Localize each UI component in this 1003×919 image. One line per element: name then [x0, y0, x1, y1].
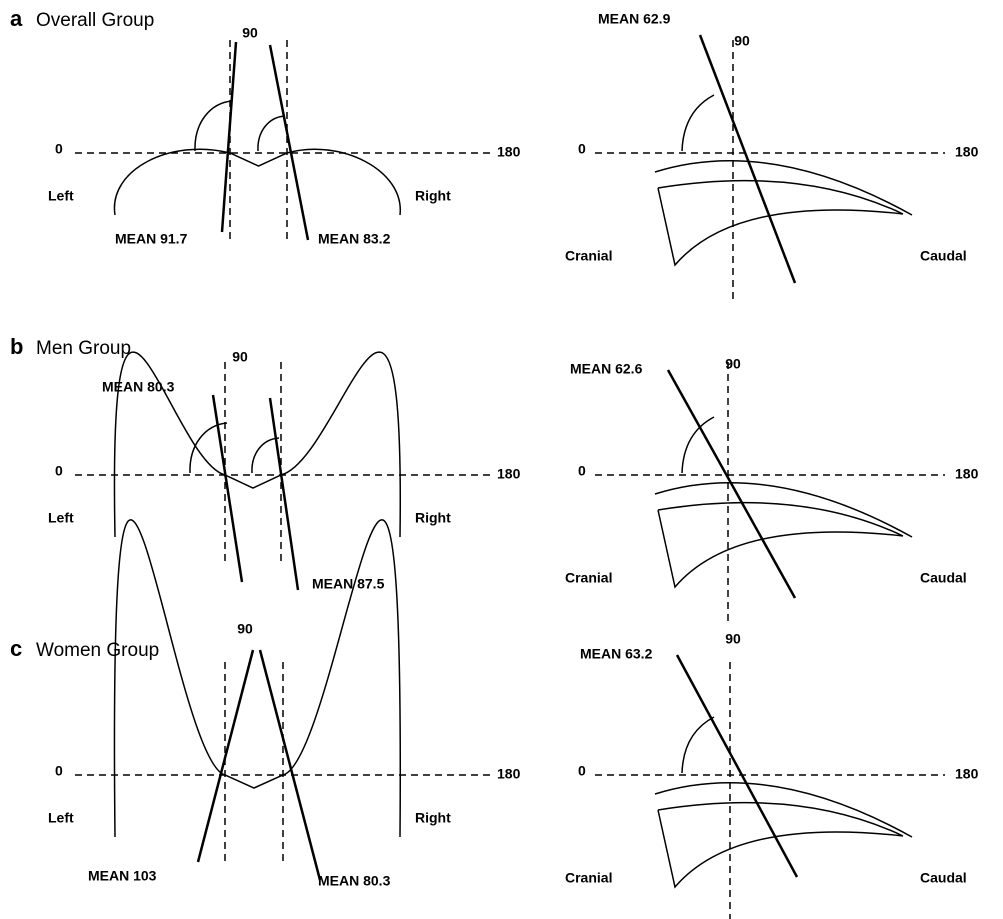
- mean-line: [700, 35, 795, 283]
- ninety-label: 90: [725, 631, 741, 647]
- mean-label: MEAN 62.9: [598, 11, 671, 27]
- left-label: Left: [48, 188, 74, 204]
- ninety-label: 90: [232, 349, 248, 365]
- ninety-label: 90: [725, 356, 741, 372]
- blade-outline: [655, 483, 912, 537]
- one-eighty-label: 180: [955, 766, 979, 782]
- mean-label: MEAN 87.5: [312, 576, 385, 592]
- one-eighty-label: 180: [497, 466, 521, 482]
- zero-label: 0: [578, 141, 586, 157]
- left-label: Left: [48, 810, 74, 826]
- mean-line: [270, 398, 298, 590]
- figure: a Overall Group MEAN 91.7 MEAN 83.2 0 90 180 Le…: [0, 0, 1003, 919]
- caudal-label: Caudal: [920, 248, 967, 264]
- mean-label: MEAN 80.3: [102, 379, 175, 395]
- zero-label: 0: [578, 763, 586, 779]
- outline: [114, 520, 400, 837]
- right-label: Right: [415, 188, 451, 204]
- angle-arc: [195, 101, 232, 151]
- angle-arc: [682, 717, 714, 773]
- panel-title: Overall Group: [36, 10, 154, 31]
- mean-label: MEAN 62.6: [570, 361, 643, 377]
- mean-label: MEAN 63.2: [580, 646, 653, 662]
- caudal-label: Caudal: [920, 570, 967, 586]
- one-eighty-label: 180: [497, 766, 521, 782]
- left-label: Left: [48, 510, 74, 526]
- panel-letter: a: [10, 6, 23, 31]
- angle-arc: [252, 438, 279, 473]
- mean-label: MEAN 103: [88, 868, 157, 884]
- cranial-label: Cranial: [565, 870, 612, 886]
- mean-line: [677, 655, 797, 877]
- cranial-label: Cranial: [565, 248, 612, 264]
- caudal-label: Caudal: [920, 870, 967, 886]
- ninety-label: 90: [242, 25, 258, 41]
- panel-letter: c: [10, 636, 22, 661]
- ninety-label: 90: [734, 33, 750, 49]
- mean-line: [213, 395, 242, 582]
- mean-label: MEAN 83.2: [318, 231, 391, 247]
- ninety-label: 90: [237, 621, 253, 637]
- zero-label: 0: [55, 763, 63, 779]
- mean-line: [270, 45, 308, 240]
- zero-label: 0: [55, 463, 63, 479]
- right-label: Right: [415, 510, 451, 526]
- mean-label: MEAN 91.7: [115, 231, 188, 247]
- panel-letter: b: [10, 334, 23, 359]
- panel-title: Men Group: [36, 338, 131, 359]
- one-eighty-label: 180: [955, 466, 979, 482]
- zero-label: 0: [578, 463, 586, 479]
- one-eighty-label: 180: [955, 144, 979, 160]
- mean-line: [222, 42, 236, 232]
- cranial-label: Cranial: [565, 570, 612, 586]
- mean-label: MEAN 80.3: [318, 873, 391, 889]
- zero-label: 0: [55, 141, 63, 157]
- right-label: Right: [415, 810, 451, 826]
- one-eighty-label: 180: [497, 144, 521, 160]
- blade-outline: [655, 783, 912, 837]
- blade-outline: [658, 181, 903, 265]
- panel-title: Women Group: [36, 640, 159, 661]
- mean-line: [668, 370, 795, 598]
- outline: [114, 149, 400, 215]
- mean-line: [260, 650, 320, 880]
- angle-arc: [682, 95, 714, 151]
- angle-arc: [258, 116, 285, 151]
- blade-outline: [655, 161, 912, 215]
